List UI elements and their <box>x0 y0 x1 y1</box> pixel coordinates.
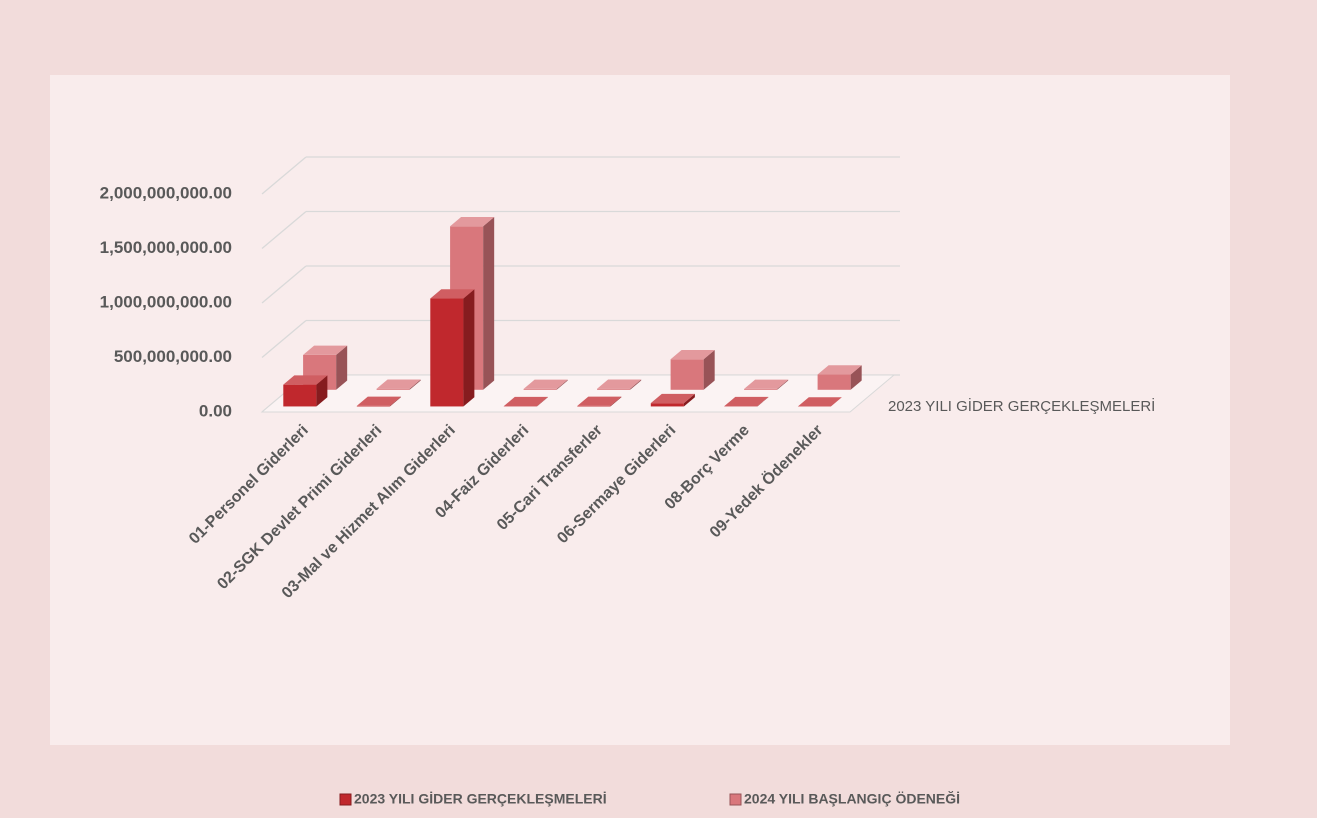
bar <box>577 396 622 407</box>
bar-side <box>389 396 401 407</box>
bar <box>670 350 715 390</box>
bar <box>430 289 475 407</box>
bar-top <box>744 379 789 389</box>
legend-marker <box>729 793 742 806</box>
bar-top <box>577 396 622 406</box>
bar <box>744 379 789 390</box>
y-tick-label: 2,000,000,000.00 <box>100 183 232 202</box>
bar-side <box>483 217 495 390</box>
bar-front <box>283 384 317 407</box>
bar <box>376 379 421 390</box>
legend-label: 2023 YILI GİDER GERÇEKLEŞMELERİ <box>354 791 607 807</box>
bar-top <box>650 393 695 404</box>
bar <box>503 396 548 407</box>
bar-side <box>316 375 328 407</box>
y-tick-label: 1,500,000,000.00 <box>100 238 232 257</box>
bar-front <box>670 359 704 390</box>
bar-side <box>556 379 568 390</box>
bar-front <box>356 405 390 407</box>
y-tick-label: 1,000,000,000.00 <box>100 292 232 311</box>
bar-side <box>409 379 421 390</box>
y-tick-label: 500,000,000.00 <box>114 347 232 366</box>
bar-front <box>430 298 464 407</box>
bar-side <box>336 345 348 390</box>
bar-top <box>597 379 642 389</box>
bar-front <box>577 405 611 407</box>
bar-front <box>744 388 778 390</box>
bar-top <box>430 289 475 299</box>
bar <box>356 396 401 407</box>
bar-top <box>724 396 769 407</box>
bar-top <box>283 375 328 385</box>
bar <box>650 393 695 407</box>
bar-side <box>610 396 622 407</box>
bar-front <box>597 388 631 390</box>
bar-side <box>630 379 642 390</box>
bar-front <box>650 403 684 407</box>
bar-top <box>356 396 401 406</box>
bar <box>817 365 862 390</box>
bar-front <box>817 374 851 390</box>
bar-side <box>777 379 789 390</box>
grid-line <box>261 320 307 358</box>
bar-side <box>536 396 548 407</box>
bar-side <box>757 396 769 407</box>
bar-top <box>303 345 348 355</box>
bar-top <box>670 350 715 360</box>
bar-top <box>503 396 548 407</box>
legend-label: 2024 YILI BAŞLANGIÇ ÖDENEĞİ <box>744 790 960 807</box>
bar <box>797 397 842 407</box>
bar-side <box>463 289 475 407</box>
bar <box>597 379 642 390</box>
bar-top <box>523 379 568 389</box>
bar-front <box>523 388 557 390</box>
grid-line <box>261 211 307 249</box>
legend-marker <box>339 793 352 806</box>
depth-axis-label: 2023 YILI GİDER GERÇEKLEŞMELERİ <box>888 397 1155 415</box>
bar-top <box>797 397 842 407</box>
grid-line <box>261 265 307 304</box>
bar <box>724 396 769 407</box>
bar <box>283 375 328 407</box>
bar-front <box>376 388 410 390</box>
bar-side <box>683 393 695 407</box>
grid-line <box>261 156 307 195</box>
bar-side <box>850 365 862 390</box>
bar-top <box>817 365 862 375</box>
bar <box>523 379 568 390</box>
bar-side <box>703 350 715 390</box>
bar-top <box>376 379 421 389</box>
y-tick-label: 0.00 <box>199 401 232 420</box>
bar-top <box>450 217 495 227</box>
